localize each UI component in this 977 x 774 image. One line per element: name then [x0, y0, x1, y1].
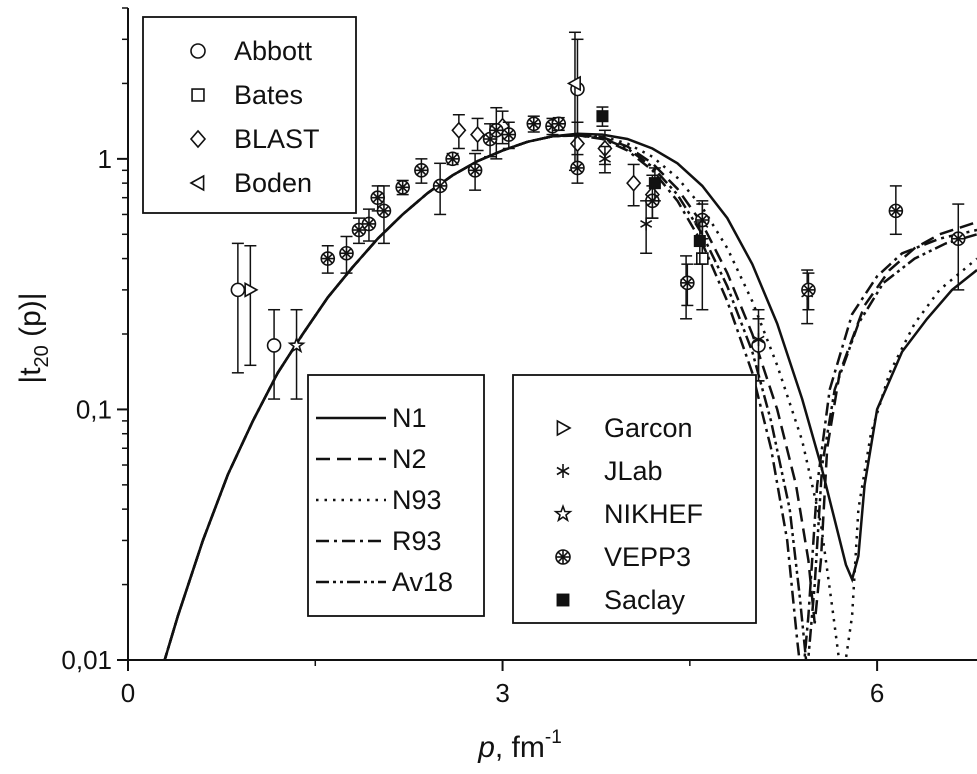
x-tick-label: 3 — [495, 678, 509, 708]
legend-label: N1 — [392, 403, 427, 433]
series-nikhef — [287, 308, 306, 400]
data-point — [287, 308, 306, 400]
legend-label: VEPP3 — [604, 542, 691, 572]
legend-experiments-bottom: Garcon JLab NIKHEF VEPP3 Saclay — [512, 374, 757, 624]
data-point — [596, 106, 609, 127]
legend-label: Garcon — [604, 413, 693, 443]
data-point — [432, 162, 448, 216]
data-point — [244, 245, 259, 367]
data-point — [598, 145, 611, 174]
curve-av18 — [163, 134, 977, 660]
x-tick-label: 6 — [870, 678, 884, 708]
legend-label: JLab — [604, 456, 663, 486]
legend-models: N1 N2 N93 R93 Av18 — [307, 374, 485, 617]
data-point — [566, 31, 581, 172]
data-point — [467, 152, 483, 191]
legend-label: Boden — [234, 168, 312, 198]
legends: Abbott Bates BLAST Boden N1 N2 N93 R93 Av18 Garco… — [142, 16, 757, 624]
data-point — [888, 185, 904, 236]
legend-item-jlab: JLab — [556, 456, 663, 486]
legend-item-bates: Bates — [191, 80, 303, 110]
data-point — [950, 203, 966, 291]
data-point — [695, 203, 710, 240]
series-garcon — [244, 245, 259, 367]
x-tick-label: 0 — [121, 678, 135, 708]
legend-label: NIKHEF — [604, 499, 703, 529]
data-point — [395, 179, 410, 196]
data-point — [551, 116, 567, 132]
series-vepp3 — [320, 106, 966, 311]
data-point — [570, 153, 585, 184]
legend-item-garcon: Garcon — [556, 413, 693, 443]
legend-item-n2: N2 — [316, 444, 427, 474]
data-point — [470, 117, 486, 152]
y-tick-label: 1 — [98, 144, 112, 174]
axis-titles: p, fm-1 |t20 (p)| — [14, 292, 562, 764]
data-point — [339, 235, 354, 274]
data-point — [680, 263, 695, 307]
legend-label: N2 — [392, 444, 427, 474]
legend-item-vepp3: VEPP3 — [555, 542, 691, 572]
legend-item-blast: BLAST — [189, 124, 320, 154]
data-point — [640, 200, 653, 255]
legend-item-nikhef: NIKHEF — [553, 499, 703, 529]
legend-experiments-top: Abbott Bates BLAST Boden — [142, 16, 357, 214]
data-point — [801, 272, 816, 311]
data-point — [501, 121, 517, 150]
legend-item-n1: N1 — [316, 403, 427, 433]
x-axis-label: p, fm-1 — [477, 727, 562, 764]
data-point — [320, 245, 336, 274]
legend-label: BLAST — [234, 124, 320, 154]
series-blast — [451, 110, 660, 219]
data-point — [645, 185, 660, 219]
legend-item-r93: R93 — [316, 526, 442, 556]
data-point — [230, 242, 246, 374]
data-point — [266, 308, 282, 400]
legend-label: Bates — [234, 80, 303, 110]
y-tick-label: 0,1 — [76, 394, 112, 424]
data-point — [526, 115, 542, 133]
legend-item-saclay: Saclay — [556, 585, 686, 615]
data-point — [693, 221, 706, 265]
data-point — [626, 163, 642, 207]
legend-item-n93: N93 — [316, 485, 442, 515]
series-saclay — [596, 106, 706, 265]
model-curves — [163, 132, 977, 660]
legend-label: Av18 — [392, 567, 453, 597]
data-point — [451, 113, 467, 150]
data-point — [489, 106, 504, 160]
legend-item-abbott: Abbott — [190, 36, 313, 66]
data-point — [414, 158, 429, 184]
data-point — [648, 167, 661, 202]
data-point — [445, 151, 460, 167]
legend-label: N93 — [392, 485, 442, 515]
legend-label: Saclay — [604, 585, 686, 615]
legend-label: Abbott — [234, 36, 313, 66]
axes: 0,01 0,1 1 0 3 6 — [61, 7, 977, 708]
data-point — [361, 208, 377, 242]
y-axis-label: |t20 (p)| — [14, 292, 53, 383]
data-point — [351, 217, 367, 245]
data-series — [230, 31, 966, 400]
series-boden — [566, 31, 581, 172]
legend-label: R93 — [392, 526, 442, 556]
y-tick-label: 0,01 — [61, 645, 112, 675]
data-point — [376, 185, 392, 245]
legend-item-boden: Boden — [189, 168, 312, 198]
legend-item-av18: Av18 — [316, 567, 453, 597]
